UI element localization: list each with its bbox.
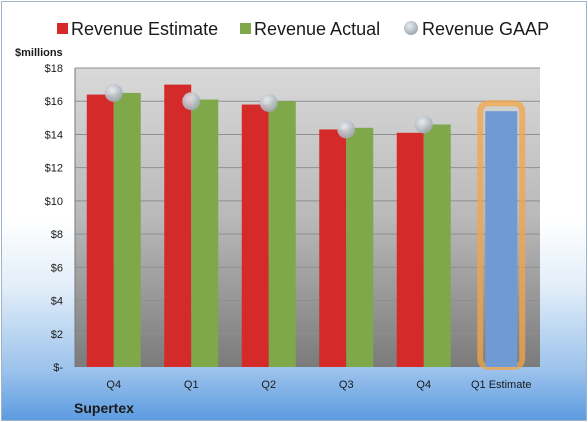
x-tick-label: Q1	[184, 379, 199, 391]
bar-revenue-actual	[423, 124, 451, 367]
x-tick-label: Q2	[261, 379, 276, 391]
legend-label-gaap: Revenue GAAP	[422, 19, 549, 39]
bar-revenue-estimate	[319, 129, 347, 367]
marker-revenue-gaap	[337, 120, 356, 139]
y-tick-label: $4	[51, 296, 63, 308]
bar-revenue-estimate	[164, 84, 192, 367]
y-tick-label: $12	[45, 163, 63, 175]
bar-revenue-estimate	[86, 94, 114, 368]
bar-q1-estimate	[485, 111, 518, 367]
y-tick-label: $16	[45, 96, 63, 108]
y-tick-label: $-	[53, 362, 63, 374]
marker-revenue-gaap	[182, 92, 201, 111]
marker-revenue-gaap	[414, 115, 433, 134]
gaap-markers	[104, 83, 433, 139]
bar-revenue-actual	[113, 92, 141, 368]
gridlines	[74, 67, 540, 367]
bar-revenue-actual	[346, 127, 374, 367]
company-name: Supertex	[74, 400, 134, 416]
plot-area	[75, 68, 540, 367]
y-tick-label: $6	[51, 262, 63, 274]
legend-label-estimate: Revenue Estimate	[71, 19, 218, 39]
marker-revenue-gaap	[104, 83, 123, 102]
legend-label-actual: Revenue Actual	[254, 19, 380, 39]
x-axis-ticks: Q4 Q1 Q2 Q3 Q4 Q1 Estimate	[106, 379, 531, 391]
x-tick-label: Q4	[106, 379, 121, 391]
y-tick-label: $14	[45, 129, 63, 141]
bar-revenue-estimate	[241, 104, 269, 368]
legend-swatch-estimate	[57, 23, 68, 34]
y-axis-ticks: $- $2 $4 $6 $8 $10 $12 $14 $16 $18	[45, 63, 64, 374]
y-tick-label: $10	[45, 196, 63, 208]
bar-revenue-actual	[191, 99, 219, 368]
marker-revenue-gaap	[259, 93, 278, 112]
y-tick-label: $18	[45, 63, 63, 75]
y-tick-label: $2	[51, 329, 63, 341]
y-tick-label: $8	[51, 229, 63, 241]
x-tick-label: Q1 Estimate	[471, 379, 532, 391]
bar-revenue-estimate	[396, 132, 424, 367]
y-axis-unit-label: $millions	[15, 47, 63, 59]
x-tick-label: Q4	[416, 379, 431, 391]
legend-swatch-actual	[240, 23, 251, 34]
bars	[86, 84, 526, 370]
bar-revenue-actual	[268, 101, 296, 367]
legend-swatch-gaap	[404, 21, 418, 35]
x-tick-label: Q3	[339, 379, 354, 391]
legend: Revenue Estimate Revenue Actual Revenue …	[57, 19, 549, 39]
